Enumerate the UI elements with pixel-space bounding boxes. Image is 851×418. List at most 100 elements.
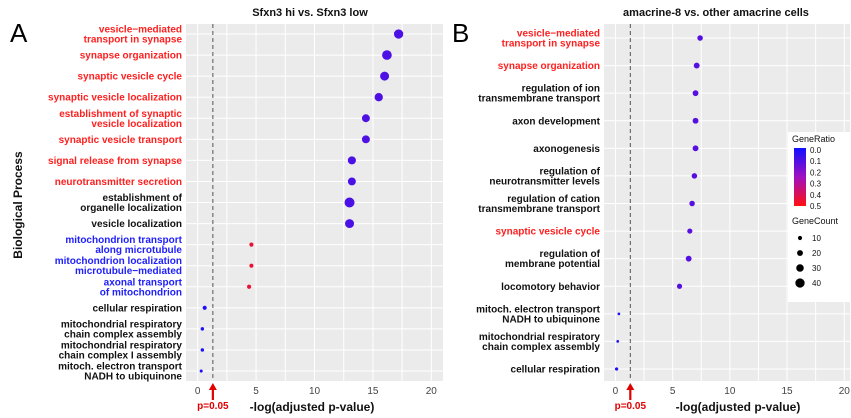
data-point — [249, 242, 254, 247]
panel-b-title: amacrine-8 vs. other amacrine cells — [623, 7, 809, 19]
category-label-line: vesicle−mediated — [517, 29, 600, 40]
data-point — [693, 62, 700, 69]
category-label-line: axon development — [512, 116, 600, 127]
data-point — [691, 173, 698, 179]
category-label-line: transport in synapse — [84, 35, 183, 46]
category-label: vesicle localization — [91, 219, 182, 230]
category-label: cellular respiration — [511, 365, 600, 376]
category-label: axonogenesis — [533, 144, 600, 155]
category-label: locomotory behavior — [501, 282, 600, 293]
category-label-line: cellular respiration — [93, 303, 182, 314]
category-label-line: cellular respiration — [511, 365, 600, 376]
category-label-line: synaptic vesicle cycle — [495, 227, 600, 238]
panel-a-pvalue-label: p=0.05 — [197, 401, 229, 412]
category-label-line: chain complex assembly — [64, 329, 182, 340]
category-label: synaptic vesicle transport — [59, 135, 183, 146]
data-point — [617, 312, 621, 316]
panel-a-letter: A — [10, 18, 28, 48]
category-label: regulation of ion transmembrane transport — [478, 84, 600, 105]
data-point — [687, 228, 693, 234]
category-label-line: synapse organization — [498, 61, 600, 72]
legend-size-label: 10 — [812, 234, 821, 243]
data-point — [614, 367, 619, 371]
legend-color-tick: 0.5 — [810, 202, 822, 211]
category-label: mitochondrial respiratory chain complex a… — [479, 332, 601, 353]
category-label-line: mitochondrion localization — [55, 256, 182, 267]
legend-color-tick: 0.3 — [810, 180, 822, 189]
category-label-line: establishment of — [103, 193, 183, 204]
category-label-line: transmembrane transport — [478, 204, 600, 215]
category-label: regulation of cation transmembrane transp… — [478, 194, 600, 215]
category-label-line: of mitochondrion — [100, 287, 182, 298]
category-label-line: transmembrane transport — [478, 94, 600, 105]
panel-b-pvalue-arrow — [626, 383, 635, 400]
category-label-line: vesicle localization — [91, 219, 182, 230]
category-label-line: synapse organization — [80, 51, 182, 62]
data-point — [202, 305, 207, 310]
category-label-line: synaptic vesicle transport — [59, 135, 183, 146]
category-label-line: neurotransmitter secretion — [55, 177, 182, 188]
category-label-line: synaptic vesicle localization — [48, 93, 182, 104]
data-point — [616, 340, 620, 343]
data-point — [393, 29, 404, 39]
category-label-line: regulation of ion — [522, 84, 600, 95]
data-point — [200, 327, 205, 331]
category-label: synapse organization — [80, 51, 182, 62]
category-label: mitochondrion localization microtubule−me… — [55, 256, 182, 277]
data-point — [692, 90, 699, 97]
category-label-line: NADH to ubiquinone — [502, 314, 600, 325]
category-label-line: transport in synapse — [502, 39, 601, 50]
legend-size-label: 20 — [812, 249, 821, 258]
category-label-line: vesicle localization — [91, 119, 182, 130]
legend-color-tick: 0.2 — [810, 168, 822, 177]
category-label-line: neurotransmitter levels — [489, 176, 600, 187]
category-label: mitoch. electron transport NADH to ubiqui… — [476, 304, 601, 325]
category-label: establishment of synaptic vesicle localiz… — [59, 109, 182, 130]
category-label: establishment of organelle localization — [80, 193, 182, 214]
category-label: synaptic vesicle cycle — [495, 227, 600, 238]
category-label: axon development — [512, 116, 600, 127]
data-point — [247, 284, 252, 289]
panel-a-gridlines — [186, 24, 443, 381]
category-label: regulation of membrane potential — [505, 249, 601, 270]
category-label: mitoch. electron transport NADH to ubiqui… — [58, 362, 183, 383]
panel-a-category-labels: vesicle−mediated transport in synapse syna… — [48, 25, 183, 383]
x-tick-label: 0 — [613, 386, 619, 397]
category-label: synapse organization — [498, 61, 600, 72]
panel-a-pvalue-arrow — [208, 383, 217, 400]
category-label-line: regulation of — [539, 166, 600, 177]
x-tick-label: 10 — [309, 386, 321, 397]
data-point — [361, 114, 370, 123]
data-point — [676, 283, 683, 289]
legend-size-items: 10 20 30 40 — [795, 234, 821, 288]
x-tick-label: 5 — [670, 386, 676, 397]
category-label-line: vesicle−mediated — [99, 25, 182, 36]
panel-b-x-ticks: 0 5 10 15 20 — [613, 386, 851, 397]
category-label-line: mitoch. electron transport — [476, 304, 601, 315]
data-point — [374, 93, 383, 102]
data-point — [382, 50, 392, 60]
category-label-line: signal release from synapse — [48, 156, 182, 167]
y-axis-label: Biological Process — [11, 151, 25, 259]
category-label: vesicle−mediated transport in synapse — [84, 25, 183, 46]
category-label-line: axonogenesis — [533, 144, 600, 155]
panel-b-x-axis-label: -log(adjusted p-value) — [676, 400, 801, 414]
data-point — [380, 71, 390, 81]
category-label-line: NADH to ubiquinone — [84, 372, 182, 383]
legend-size-label: 40 — [812, 279, 821, 288]
category-label-line: along microtubule — [95, 245, 182, 256]
category-label-line: axonal transport — [104, 277, 183, 288]
data-point — [344, 197, 355, 208]
category-label-line: mitochondrial respiratory — [61, 319, 183, 330]
category-label: mitochondrial respiratory chain complex a… — [61, 319, 183, 340]
x-tick-label: 5 — [253, 386, 259, 397]
legend-color-title: GeneRatio — [792, 134, 835, 144]
legend-size-title: GeneCount — [792, 216, 839, 226]
category-label-line: regulation of — [539, 249, 600, 260]
x-tick-label: 20 — [839, 386, 851, 397]
x-tick-label: 15 — [782, 386, 794, 397]
category-label-line: regulation of cation — [507, 194, 600, 205]
data-point — [249, 263, 254, 268]
panel-b-category-labels: vesicle−mediated transport in synapse syna… — [476, 29, 601, 376]
